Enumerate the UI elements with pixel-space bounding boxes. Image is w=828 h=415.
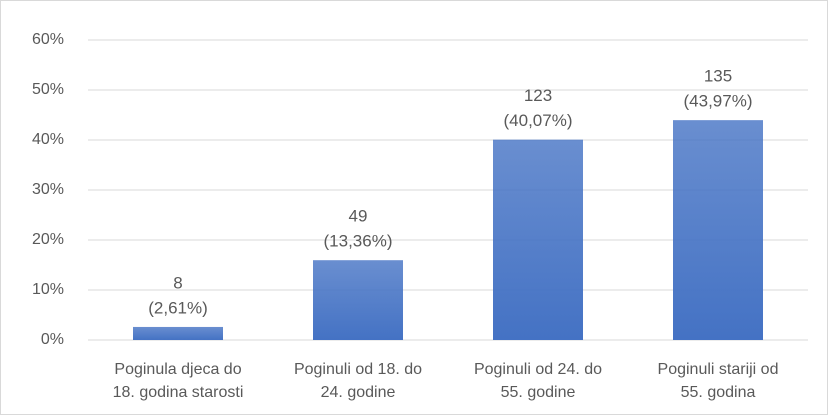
bar <box>673 120 763 341</box>
data-label: (2,61%) <box>148 298 208 317</box>
x-tick-label: 18. godina starosti <box>113 384 244 401</box>
y-tick-label: 40% <box>32 131 64 148</box>
bar <box>133 326 223 340</box>
data-label: (43,97%) <box>684 92 753 111</box>
x-tick-label: Poginuli od 18. do <box>294 361 422 378</box>
data-label: 49 <box>349 207 368 226</box>
x-tick-label: Poginula djeca do <box>114 361 241 378</box>
data-label: (40,07%) <box>504 111 573 130</box>
y-tick-label: 60% <box>32 31 64 48</box>
y-tick-label: 10% <box>32 281 64 298</box>
x-tick-label: 55. godina <box>681 384 756 401</box>
data-label: (13,36%) <box>324 232 393 251</box>
bar <box>493 139 583 340</box>
data-label: 8 <box>173 273 182 292</box>
y-tick-label: 30% <box>32 181 64 198</box>
data-label: 135 <box>704 67 732 86</box>
data-label: 123 <box>524 86 552 105</box>
x-tick-label: 24. godine <box>321 384 396 401</box>
x-tick-label: Poginuli od 24. do <box>474 361 602 378</box>
y-tick-label: 20% <box>32 231 64 248</box>
bar <box>313 260 403 340</box>
y-tick-label: 0% <box>41 331 64 348</box>
x-tick-label: Poginuli stariji od <box>658 361 779 378</box>
y-tick-label: 50% <box>32 81 64 98</box>
x-tick-label: 55. godine <box>501 384 576 401</box>
